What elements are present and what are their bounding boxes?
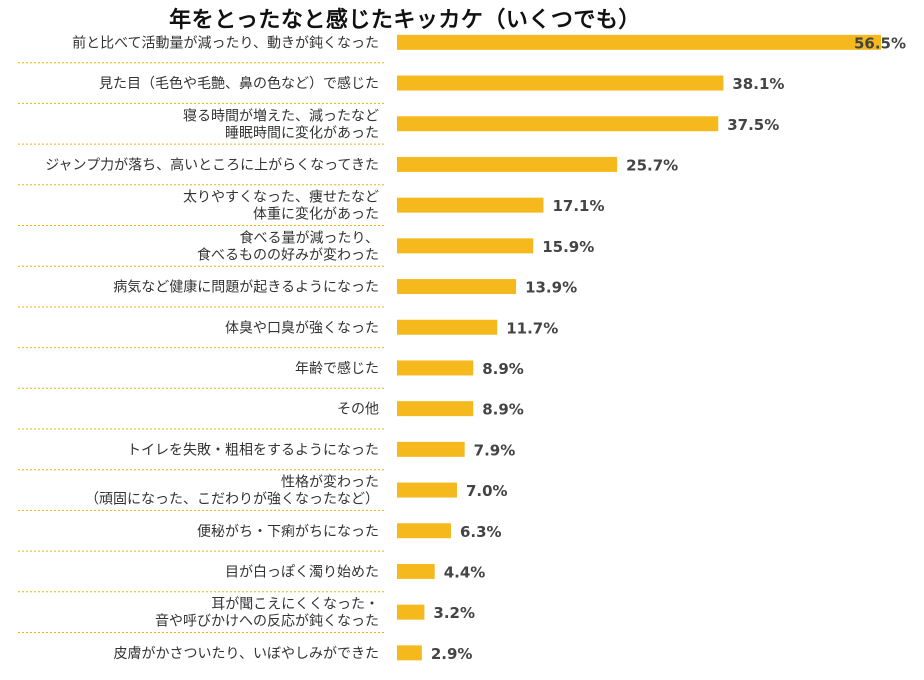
category-label: 年齢で感じた <box>295 360 379 377</box>
category-label: 太りやすくなった、痩せたなど <box>183 189 379 206</box>
bar <box>397 75 724 91</box>
value-label: 13.9% <box>525 279 577 297</box>
value-label: 3.2% <box>433 604 475 622</box>
value-label: 56.5% <box>854 34 906 52</box>
bar <box>397 360 474 376</box>
value-label: 7.9% <box>474 441 516 459</box>
value-label: 7.0% <box>466 482 508 500</box>
bar <box>397 279 517 295</box>
category-label: 寝る時間が増えた、減ったなど <box>183 107 379 124</box>
bar <box>397 401 474 417</box>
category-label: 体臭や口臭が強くなった <box>225 320 379 336</box>
chart-title: 年をとったなと感じたキッカケ（いくつでも） <box>169 8 641 33</box>
category-label: 性格が変わった <box>281 474 379 491</box>
category-label: 見た目（毛色や毛艶、鼻の色など）で感じた <box>99 75 379 92</box>
category-label: 便秘がち・下痢がちになった <box>197 524 379 540</box>
category-label: 皮膚がかさついたり、いぼやしみができた <box>114 646 379 662</box>
category-label: トイレを失敗・粗相をするようになった <box>127 442 379 458</box>
bar <box>397 563 435 579</box>
value-label: 38.1% <box>732 75 784 93</box>
category-label: その他 <box>337 402 379 418</box>
category-label: 食べるものの好みが変わった <box>197 246 379 263</box>
value-label: 17.1% <box>552 197 604 215</box>
bar <box>397 482 457 498</box>
value-label: 6.3% <box>460 523 502 541</box>
value-label: 11.7% <box>506 319 558 337</box>
bar <box>397 604 425 620</box>
value-label: 25.7% <box>626 156 678 174</box>
category-label: 前と比べて活動量が減ったり、動きが鈍くなった <box>72 34 379 51</box>
category-label: 睡眠時間に変化があった <box>225 124 379 141</box>
bar <box>397 197 544 213</box>
category-label: （頑固になった、こだわりが強くなったなど） <box>85 492 379 508</box>
bar <box>397 116 719 132</box>
category-label: 食べる量が減ったり、 <box>240 229 379 246</box>
value-label: 2.9% <box>431 645 473 663</box>
bar <box>397 645 422 661</box>
category-label: 病気など健康に問題が起きるようになった <box>113 279 379 296</box>
category-label: 音や呼びかけへの反応が鈍くなった <box>155 613 379 630</box>
category-label: 体重に変化があった <box>253 206 379 223</box>
bar <box>397 238 534 254</box>
value-label: 15.9% <box>542 238 594 256</box>
value-label: 8.9% <box>482 360 524 378</box>
bar <box>397 523 451 539</box>
value-label: 37.5% <box>727 116 779 134</box>
bar <box>397 319 498 335</box>
bar <box>397 34 881 50</box>
value-label: 8.9% <box>482 401 524 419</box>
category-label: ジャンプ力が落ち、高いところに上がらくなってきた <box>45 156 379 173</box>
value-label: 4.4% <box>444 563 486 581</box>
category-label: 耳が聞こえにくくなった・ <box>211 597 379 613</box>
category-label: 目が白っぽく濁り始めた <box>225 564 379 580</box>
bar <box>397 156 618 172</box>
bar <box>397 441 465 457</box>
